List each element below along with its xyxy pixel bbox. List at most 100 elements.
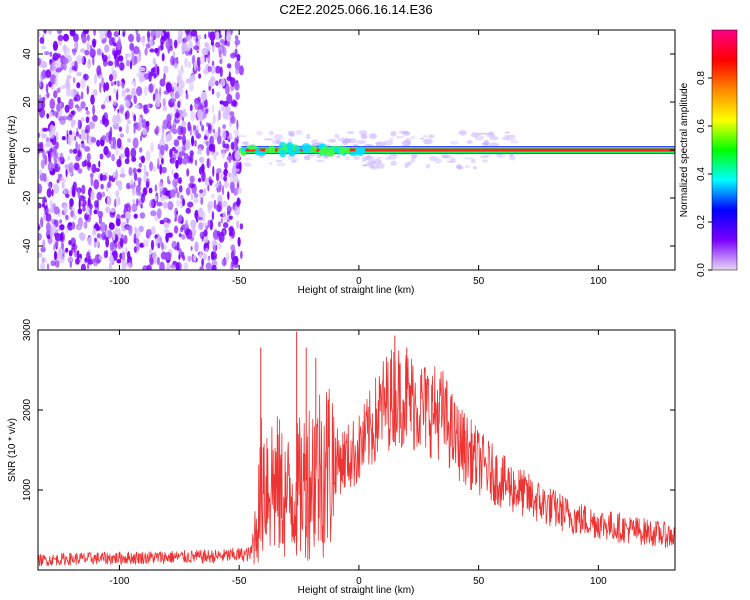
noise-cell — [134, 172, 138, 182]
noise-cell — [68, 240, 72, 246]
noise-cell — [143, 164, 147, 175]
noise-cell — [72, 48, 77, 56]
noise-cell — [166, 218, 172, 224]
noise-cell — [222, 222, 229, 229]
noise-cell — [204, 42, 209, 48]
noise-cell — [240, 250, 243, 260]
halo-cell — [506, 134, 516, 138]
noise-cell — [147, 103, 150, 110]
noise-cell — [94, 200, 99, 208]
noise-cell — [178, 68, 185, 75]
noise-cell — [53, 90, 58, 99]
halo-cell — [423, 138, 433, 145]
noise-cell — [46, 188, 52, 198]
noise-cell — [174, 217, 177, 222]
noise-cell — [100, 104, 106, 110]
noise-cell — [181, 158, 188, 165]
noise-cell — [49, 111, 53, 117]
noise-cell — [90, 189, 95, 201]
noise-cell — [177, 125, 184, 136]
noise-cell — [189, 156, 193, 162]
noise-cell — [105, 119, 110, 126]
noise-cell — [122, 262, 128, 268]
noise-cell — [237, 236, 241, 247]
noise-cell — [219, 100, 225, 105]
noise-cell — [154, 184, 158, 192]
noise-cell — [54, 232, 62, 242]
noise-cell — [125, 225, 132, 231]
noise-cell — [71, 61, 75, 68]
noise-cell — [160, 157, 164, 165]
noise-cell — [89, 173, 94, 178]
noise-cell — [199, 55, 205, 65]
snr-x-tick-label: 0 — [356, 576, 362, 587]
noise-cell — [238, 65, 244, 76]
noise-cell — [164, 229, 170, 234]
noise-cell — [136, 198, 139, 207]
noise-cell — [226, 172, 232, 178]
noise-cell — [101, 191, 106, 198]
noise-cell — [164, 244, 167, 251]
noise-cell — [113, 88, 116, 94]
noise-cell — [142, 265, 149, 270]
noise-cell — [217, 221, 221, 228]
noise-cell — [174, 112, 181, 118]
noise-cell — [97, 210, 104, 219]
noise-cell — [133, 55, 138, 65]
noise-cell — [75, 141, 78, 152]
noise-cell — [68, 98, 74, 110]
halo-cell — [334, 133, 340, 139]
noise-cell — [161, 53, 165, 62]
noise-cell — [98, 216, 103, 225]
noise-cell — [187, 60, 191, 69]
halo-cell — [316, 159, 325, 162]
halo-cell — [366, 155, 371, 161]
halo-cell — [288, 133, 295, 137]
noise-cell — [157, 157, 160, 169]
colorbar-tick-label: 0.4 — [696, 167, 707, 181]
noise-cell — [100, 221, 106, 233]
noise-cell — [59, 85, 65, 90]
noise-cell — [189, 150, 194, 157]
noise-cell — [153, 82, 156, 89]
noise-cell — [194, 139, 197, 147]
noise-cell — [207, 256, 210, 265]
noise-cell — [219, 66, 223, 78]
noise-cell — [216, 151, 219, 156]
noise-cell — [122, 31, 125, 37]
noise-cell — [50, 260, 56, 267]
noise-cell — [185, 207, 191, 214]
noise-cell — [108, 222, 115, 230]
noise-cell — [149, 199, 155, 209]
noise-cell — [200, 156, 205, 164]
noise-cell — [225, 83, 230, 95]
noise-cell — [128, 33, 134, 43]
halo-cell — [268, 161, 273, 165]
noise-cell — [126, 150, 130, 161]
noise-cell — [187, 201, 194, 208]
noise-cell — [61, 136, 66, 141]
noise-cell — [230, 77, 236, 87]
noise-cell — [194, 241, 199, 252]
colorbar-gradient — [712, 30, 737, 270]
halo-cell — [244, 164, 253, 167]
noise-cell — [177, 75, 181, 84]
noise-cell — [101, 77, 105, 88]
noise-cell — [203, 135, 208, 141]
noise-cell — [218, 242, 222, 250]
noise-cell — [160, 251, 167, 260]
noise-cell — [70, 88, 76, 98]
noise-cell — [139, 147, 143, 153]
noise-cell — [178, 214, 183, 222]
noise-cell — [98, 255, 103, 261]
noise-cell — [166, 31, 170, 40]
noise-cell — [62, 57, 69, 65]
noise-cell — [90, 175, 94, 187]
noise-cell — [45, 142, 52, 148]
noise-cell — [41, 45, 46, 50]
halo-cell — [410, 158, 415, 163]
noise-cell — [96, 139, 101, 147]
halo-cell — [477, 132, 487, 135]
spectrogram-x-tick-label: -50 — [232, 276, 247, 287]
noise-cell — [92, 89, 98, 96]
